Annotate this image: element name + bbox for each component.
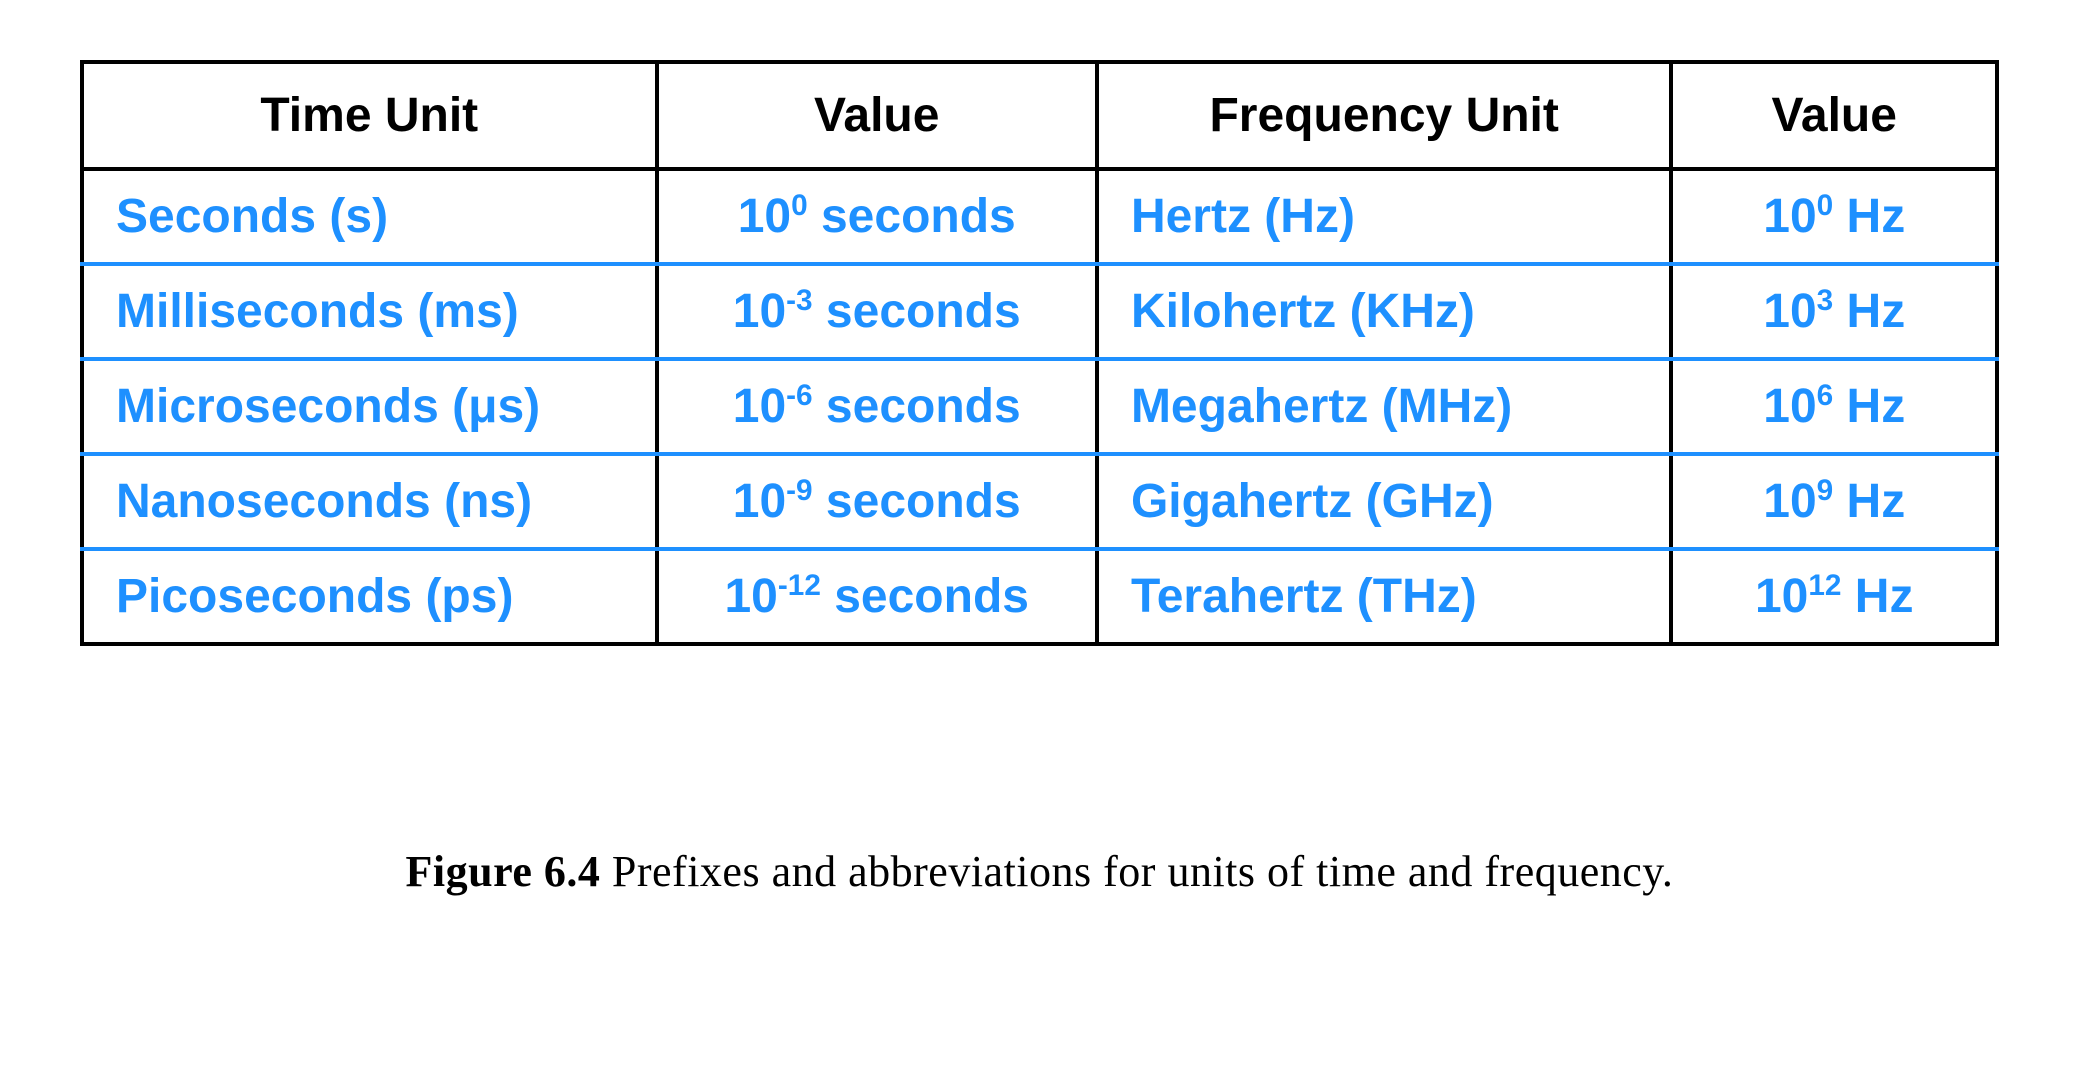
- time-unit-cell: Seconds (s): [82, 169, 657, 264]
- table-row: Milliseconds (ms)10-3 secondsKilohertz (…: [82, 264, 1997, 359]
- freq-value-cell: 100 Hz: [1671, 169, 1997, 264]
- table-row: Microseconds (μs)10-6 secondsMegahertz (…: [82, 359, 1997, 454]
- time-value-cell: 100 seconds: [657, 169, 1097, 264]
- freq-unit-cell: Megahertz (MHz): [1097, 359, 1672, 454]
- time-value-cell: 10-9 seconds: [657, 454, 1097, 549]
- freq-value-cell: 106 Hz: [1671, 359, 1997, 454]
- table-header-row: Time Unit Value Frequency Unit Value: [82, 62, 1997, 169]
- time-unit-cell: Microseconds (μs): [82, 359, 657, 454]
- units-table: Time Unit Value Frequency Unit Value Sec…: [80, 60, 1999, 646]
- col-header-freq-value: Value: [1671, 62, 1997, 169]
- table-row: Nanoseconds (ns)10-9 secondsGigahertz (G…: [82, 454, 1997, 549]
- freq-unit-cell: Gigahertz (GHz): [1097, 454, 1672, 549]
- time-unit-cell: Milliseconds (ms): [82, 264, 657, 359]
- table-row: Picoseconds (ps)10-12 secondsTerahertz (…: [82, 549, 1997, 644]
- time-unit-cell: Nanoseconds (ns): [82, 454, 657, 549]
- time-value-cell: 10-6 seconds: [657, 359, 1097, 454]
- freq-value-cell: 103 Hz: [1671, 264, 1997, 359]
- freq-unit-cell: Terahertz (THz): [1097, 549, 1672, 644]
- figure-text: Prefixes and abbreviations for units of …: [600, 847, 1673, 896]
- freq-value-cell: 1012 Hz: [1671, 549, 1997, 644]
- figure-caption: Figure 6.4 Prefixes and abbreviations fo…: [80, 846, 1999, 897]
- col-header-freq-unit: Frequency Unit: [1097, 62, 1672, 169]
- freq-unit-cell: Hertz (Hz): [1097, 169, 1672, 264]
- time-unit-cell: Picoseconds (ps): [82, 549, 657, 644]
- col-header-time-value: Value: [657, 62, 1097, 169]
- table-row: Seconds (s)100 secondsHertz (Hz)100 Hz: [82, 169, 1997, 264]
- time-value-cell: 10-12 seconds: [657, 549, 1097, 644]
- col-header-time-unit: Time Unit: [82, 62, 657, 169]
- freq-unit-cell: Kilohertz (KHz): [1097, 264, 1672, 359]
- time-value-cell: 10-3 seconds: [657, 264, 1097, 359]
- figure-label: Figure 6.4: [406, 847, 601, 896]
- freq-value-cell: 109 Hz: [1671, 454, 1997, 549]
